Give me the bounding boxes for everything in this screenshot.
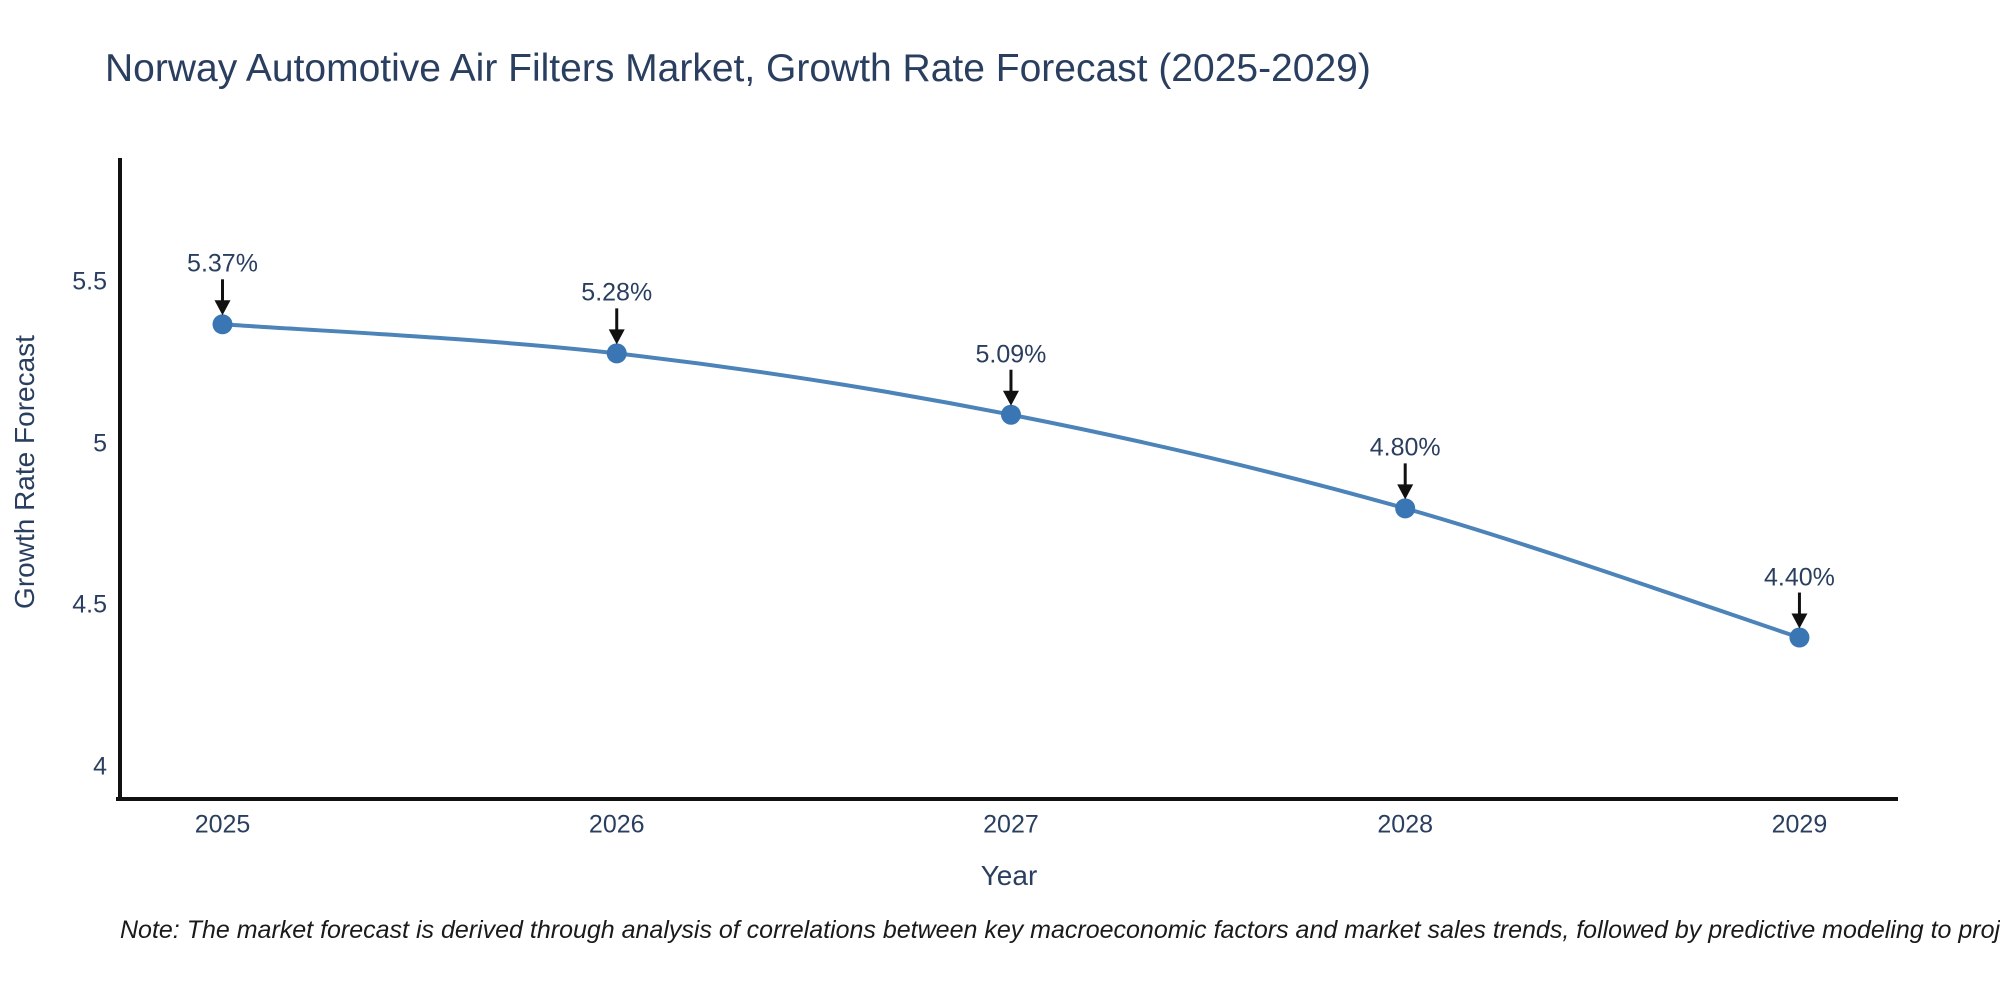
point-value-annotation: 5.28% xyxy=(581,278,653,307)
chart-title: Norway Automotive Air Filters Market, Gr… xyxy=(105,47,1371,90)
x-tick-label: 2027 xyxy=(983,810,1039,839)
y-tick-label: 5 xyxy=(93,429,107,458)
point-value-annotation: 4.80% xyxy=(1369,433,1441,462)
point-value-annotation: 5.37% xyxy=(187,249,258,278)
y-tick-label: 5.5 xyxy=(72,267,107,296)
data-point-marker xyxy=(1000,404,1021,425)
annotation-arrow-head xyxy=(214,300,231,316)
x-axis-title: Year xyxy=(980,860,1038,891)
x-tick-label: 2029 xyxy=(1771,810,1828,839)
y-tick-label: 4 xyxy=(93,752,107,781)
data-point-marker xyxy=(1789,627,1810,648)
data-point-marker xyxy=(606,343,627,364)
x-tick-label: 2025 xyxy=(194,810,251,839)
data-point-marker xyxy=(1395,498,1416,519)
footnote: Note: The market forecast is derived thr… xyxy=(120,916,2000,944)
point-value-annotation: 5.09% xyxy=(975,340,1047,369)
x-tick-label: 2028 xyxy=(1377,810,1434,839)
y-tick-label: 4.5 xyxy=(72,590,107,619)
annotation-arrow-head xyxy=(1791,613,1808,629)
point-value-annotation: 4.40% xyxy=(1763,563,1835,592)
annotation-arrow-head xyxy=(608,329,625,345)
x-tick-label: 2026 xyxy=(588,810,645,839)
annotation-arrow-head xyxy=(1002,390,1019,406)
annotation-arrow-head xyxy=(1397,484,1414,500)
data-point-marker xyxy=(212,314,233,335)
